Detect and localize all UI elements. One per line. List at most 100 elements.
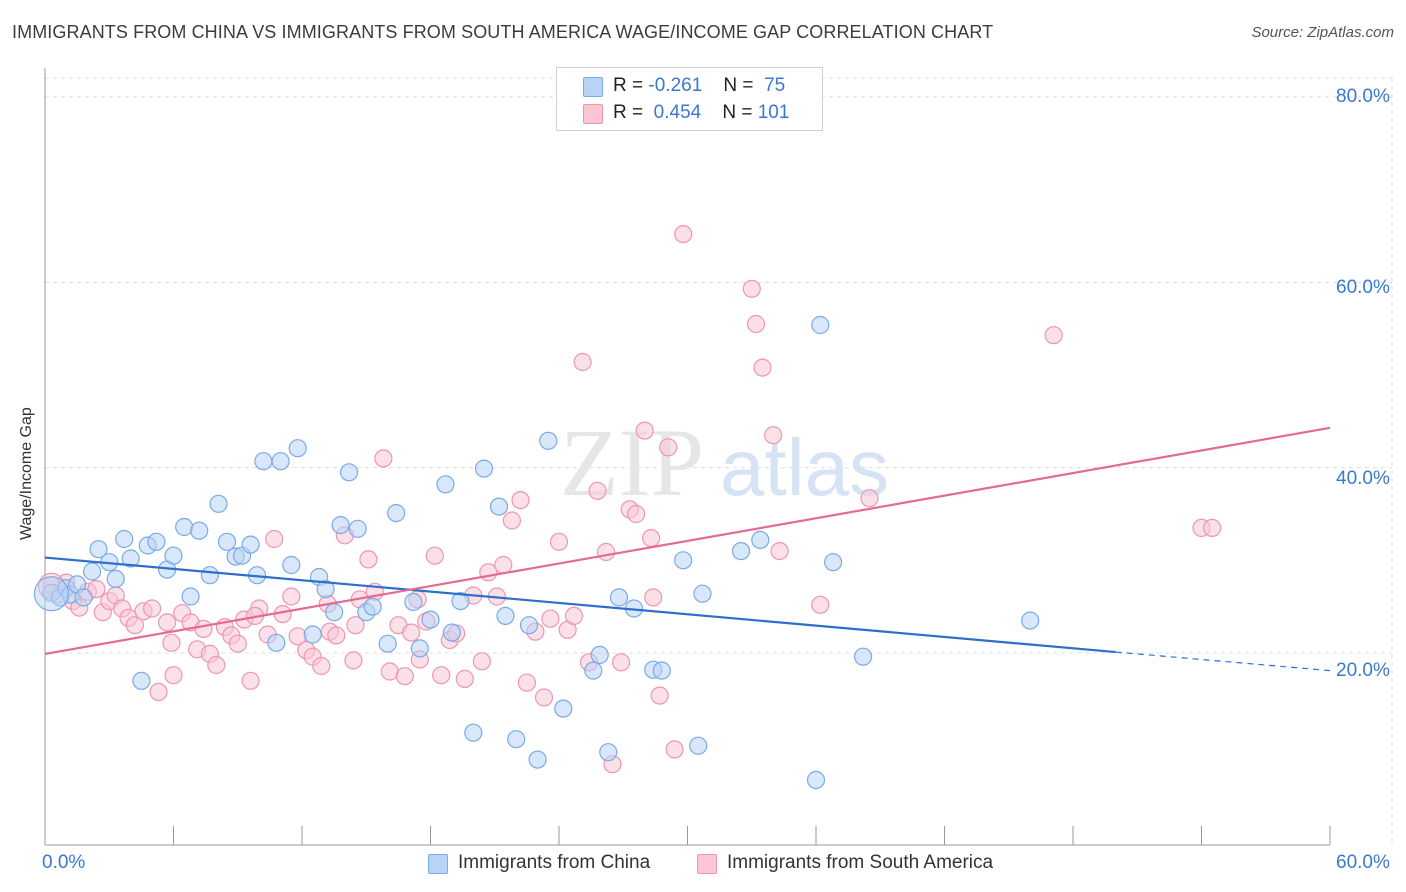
data-point xyxy=(125,616,144,635)
gridlines xyxy=(45,77,1393,845)
data-point xyxy=(132,671,151,690)
x-tick-min: 0.0% xyxy=(42,852,86,873)
data-point xyxy=(282,587,301,606)
data-point xyxy=(181,587,200,606)
data-point xyxy=(554,699,573,718)
data-point xyxy=(1021,611,1040,630)
data-point xyxy=(200,566,219,585)
data-point xyxy=(228,634,247,653)
data-point-cluster xyxy=(33,576,70,612)
south-america-swatch-icon xyxy=(583,104,603,124)
data-point xyxy=(517,673,537,692)
data-point xyxy=(207,655,226,675)
data-point xyxy=(751,530,770,550)
bottom-legend-south-america-label: Immigrants from South America xyxy=(727,852,994,873)
data-point xyxy=(162,633,181,652)
data-point xyxy=(121,549,140,568)
data-point xyxy=(254,452,273,471)
data-point xyxy=(549,532,569,551)
data-point xyxy=(331,515,350,535)
data-point xyxy=(609,588,629,607)
data-point xyxy=(425,546,444,565)
data-point xyxy=(519,616,539,635)
data-point xyxy=(421,610,440,629)
data-point xyxy=(115,529,134,549)
data-point xyxy=(693,584,712,603)
data-point xyxy=(436,475,455,494)
data-point xyxy=(564,606,584,626)
data-point xyxy=(282,555,301,575)
data-point xyxy=(380,662,399,681)
data-point xyxy=(590,645,609,665)
data-point xyxy=(346,616,365,635)
data-point xyxy=(626,504,646,524)
data-point xyxy=(455,669,474,689)
data-point xyxy=(489,497,509,516)
data-point xyxy=(479,563,498,582)
r-label: R = xyxy=(613,102,644,123)
data-point xyxy=(528,750,547,769)
data-point xyxy=(650,686,669,705)
data-point xyxy=(811,315,830,335)
data-point xyxy=(764,426,783,445)
n-label: N = xyxy=(722,102,753,123)
data-point xyxy=(584,661,603,680)
data-point xyxy=(539,431,558,450)
data-point xyxy=(387,503,406,523)
data-point xyxy=(665,740,684,759)
data-point xyxy=(472,652,491,671)
data-point xyxy=(87,579,106,599)
data-point xyxy=(689,736,708,755)
data-point xyxy=(502,511,521,530)
data-point xyxy=(344,651,363,670)
data-point xyxy=(164,546,183,565)
data-point xyxy=(644,588,663,607)
data-point xyxy=(217,532,237,551)
data-point xyxy=(806,770,826,790)
trend-line-china-extension xyxy=(1115,651,1331,672)
data-point xyxy=(853,647,873,666)
n-value-south-america: 101 xyxy=(757,102,790,123)
data-point xyxy=(410,639,429,658)
axes xyxy=(44,68,1331,846)
r-label: R = xyxy=(613,75,644,96)
data-point xyxy=(265,529,284,549)
south-america-swatch-icon xyxy=(697,854,717,874)
data-point xyxy=(770,541,789,561)
data-point xyxy=(507,730,526,749)
data-point xyxy=(190,521,209,540)
data-point xyxy=(474,459,494,478)
data-point xyxy=(496,606,515,626)
stats-legend: R = -0.261 N = 75 R = 0.454 N = 101 xyxy=(556,67,823,131)
data-point xyxy=(823,553,843,572)
data-point xyxy=(359,550,378,569)
data-point xyxy=(164,666,183,685)
data-point xyxy=(363,597,382,616)
data-point xyxy=(402,623,421,642)
data-point xyxy=(316,579,335,599)
r-value-china: -0.261 xyxy=(648,75,703,96)
data-point xyxy=(327,626,346,645)
y-tick-40: 40.0% xyxy=(1336,468,1390,489)
series-china xyxy=(33,315,1040,790)
data-point xyxy=(267,633,286,652)
data-point xyxy=(106,569,125,589)
bottom-legend-china-label: Immigrants from China xyxy=(458,852,651,873)
data-point xyxy=(511,491,530,510)
r-value-south-america: 0.454 xyxy=(653,102,702,123)
data-point xyxy=(635,421,654,440)
trend-line-south-america xyxy=(44,426,1331,656)
data-point xyxy=(348,519,367,538)
data-point xyxy=(89,540,108,559)
data-point xyxy=(742,279,761,298)
data-point xyxy=(442,623,461,642)
data-point xyxy=(611,653,631,672)
data-point xyxy=(534,688,554,707)
data-point xyxy=(325,603,344,622)
data-point xyxy=(378,634,397,653)
data-point xyxy=(312,656,331,676)
data-point xyxy=(74,588,93,607)
data-point xyxy=(209,494,228,513)
y-tick-20: 20.0% xyxy=(1336,660,1390,681)
